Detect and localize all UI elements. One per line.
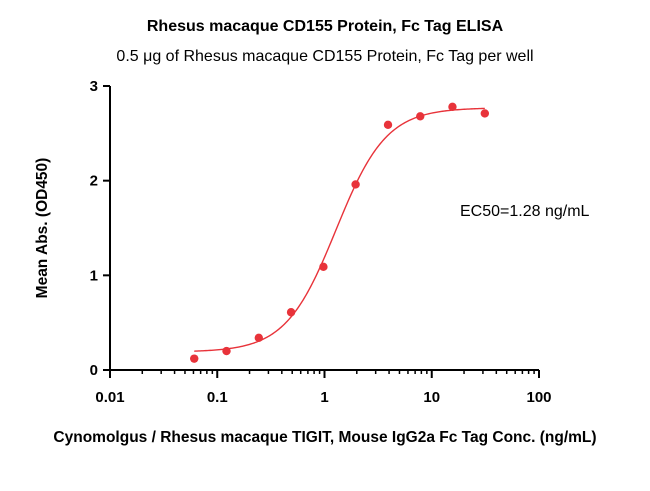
data-point (286, 308, 296, 317)
x-tick-label: 10 (423, 389, 440, 406)
y-axis-label: Mean Abs. (OD450) (34, 158, 51, 299)
ec50-annotation: EC50=1.28 ng/mL (460, 203, 590, 220)
fit-curve (194, 107, 485, 352)
chart-subtitle: 0.5 μg of Rhesus macaque CD155 Protein, … (116, 48, 533, 65)
plot-area: 0 1 2 3 0.01 0.1 1 10 100 (90, 78, 552, 406)
y-tick-label: 2 (90, 173, 98, 190)
y-tick-label: 1 (90, 267, 98, 284)
y-tick-label: 0 (90, 362, 98, 379)
data-point (254, 333, 263, 343)
tick-labels: 0 1 2 3 0.01 0.1 1 10 100 (90, 78, 552, 406)
data-point (190, 354, 199, 363)
x-tick-label: 1 (320, 389, 328, 406)
ticks (103, 85, 540, 378)
data-point (351, 180, 360, 189)
data-point (416, 112, 425, 121)
chart-title: Rhesus macaque CD155 Protein, Fc Tag ELI… (147, 18, 504, 35)
y-tick-label: 3 (90, 78, 98, 95)
axes (109, 86, 539, 371)
data-point (383, 120, 393, 130)
x-axis-label: Cynomolgus / Rhesus macaque TIGIT, Mouse… (53, 429, 596, 446)
x-tick-label: 100 (526, 389, 551, 406)
data-point (448, 102, 457, 112)
data-point (319, 262, 328, 272)
data-point (480, 109, 490, 118)
data-point (222, 346, 231, 356)
x-tick-label: 0.01 (95, 389, 124, 406)
data-points (190, 102, 490, 363)
x-tick-label: 0.1 (207, 389, 228, 406)
